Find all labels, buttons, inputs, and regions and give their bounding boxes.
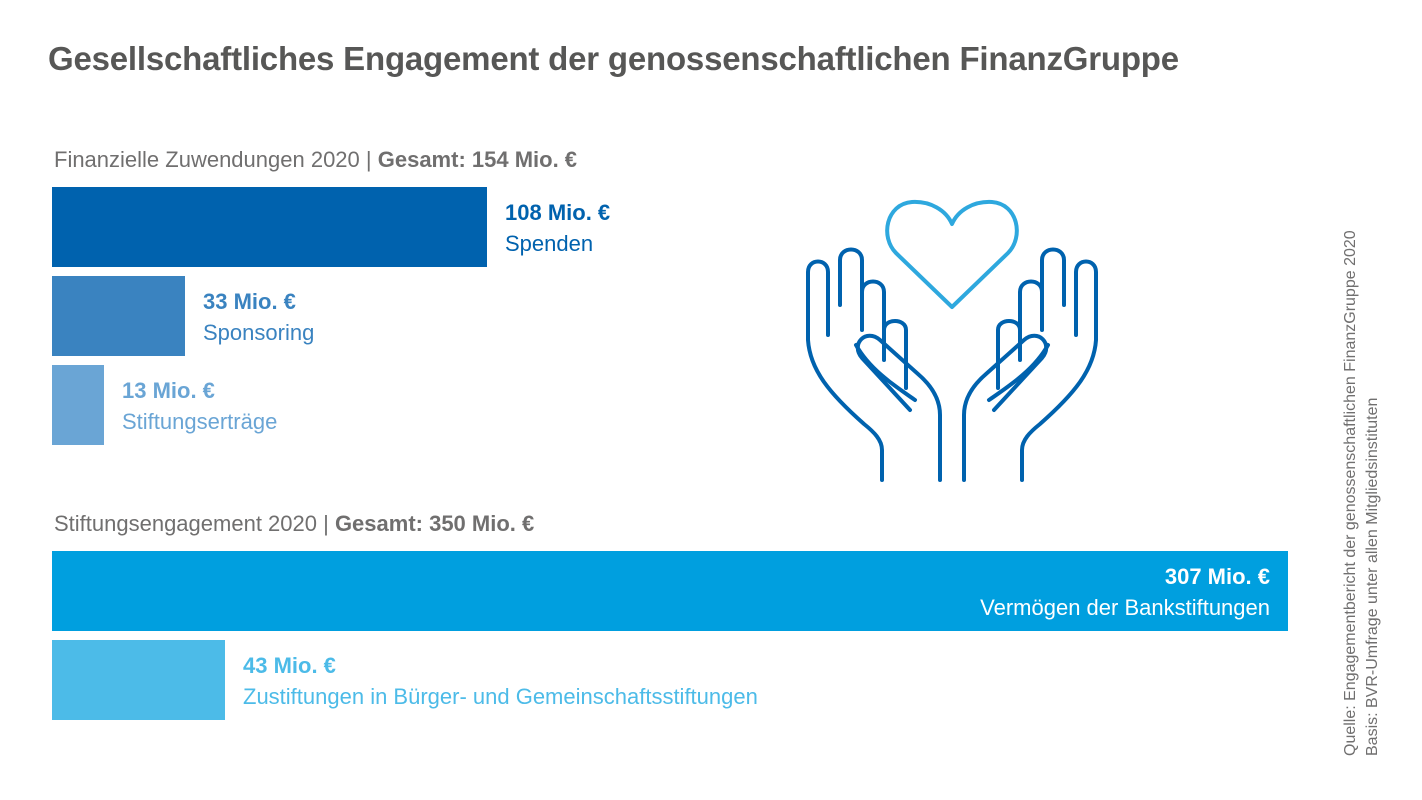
bar-value-zustiftungen: 43 Mio. € — [243, 653, 336, 678]
bar-value-sponsoring: 33 Mio. € — [203, 289, 296, 314]
source-line-2: Basis: BVR-Umfrage unter allen Mitglieds… — [1364, 397, 1381, 756]
section-title: Stiftungsengagement 2020 — [54, 511, 317, 536]
bar-spenden — [52, 187, 487, 267]
bar-zustiftungen — [52, 640, 225, 720]
bar-label-stiftungsertraege: Stiftungserträge — [122, 409, 278, 434]
bar-sponsoring — [52, 276, 185, 356]
source-line-1: Quelle: Engagementbericht der genossensc… — [1342, 230, 1359, 756]
bar-label-spenden: Spenden — [505, 231, 594, 256]
bar-label-sponsoring: Sponsoring — [203, 320, 315, 345]
section-header-finanzielle-zuwendungen: Finanzielle Zuwendungen 2020 | Gesamt: 1… — [54, 147, 577, 173]
separator: | — [365, 147, 378, 172]
heart-icon — [885, 199, 1019, 309]
separator: | — [323, 511, 335, 536]
bar-label-zustiftungen: Zustiftungen in Bürger- und Gemeinschaft… — [243, 684, 758, 709]
section-title: Finanzielle Zuwendungen 2020 — [54, 147, 360, 172]
bar-value-spenden: 108 Mio. € — [505, 200, 611, 225]
left-hand-icon — [806, 247, 942, 482]
source-note: Quelle: Engagementbericht der genossensc… — [1340, 136, 1400, 756]
bar-value-stiftungsertraege: 13 Mio. € — [122, 378, 215, 403]
right-hand-icon — [962, 247, 1098, 482]
heart-in-hands-icon — [800, 180, 1110, 490]
bar-stiftungsertraege — [52, 365, 104, 445]
section-total: Gesamt: 154 Mio. € — [377, 147, 578, 172]
bar-label-bankstiftungen: Vermögen der Bankstiftungen — [980, 595, 1270, 620]
chart-title: Gesellschaftliches Engagement der genoss… — [48, 40, 1179, 77]
bar-bankstiftungen — [52, 551, 1288, 631]
section-header-stiftungsengagement: Stiftungsengagement 2020 | Gesamt: 350 M… — [54, 511, 534, 537]
section-total: Gesamt: 350 Mio. € — [334, 511, 535, 536]
bar-value-bankstiftungen: 307 Mio. € — [1164, 564, 1270, 589]
